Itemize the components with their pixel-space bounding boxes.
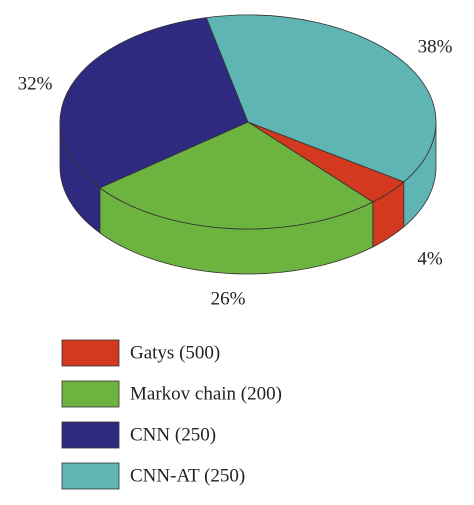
value-label: 32% <box>18 73 53 94</box>
legend-swatch <box>61 339 120 367</box>
value-label: 4% <box>417 248 443 269</box>
legend-swatch <box>61 462 120 490</box>
legend-label: Gatys (500) <box>130 342 220 363</box>
pie-slice <box>205 14 437 183</box>
value-label: 26% <box>211 288 246 309</box>
legend-label: Markov chain (200) <box>130 383 282 404</box>
legend-label: CNN-AT (250) <box>130 465 245 486</box>
legend-swatch <box>61 380 120 408</box>
pie-slice <box>59 17 249 189</box>
legend-label: CNN (250) <box>130 424 216 445</box>
legend-swatch <box>61 421 120 449</box>
value-label: 38% <box>418 36 453 57</box>
pie-slice <box>99 121 374 230</box>
